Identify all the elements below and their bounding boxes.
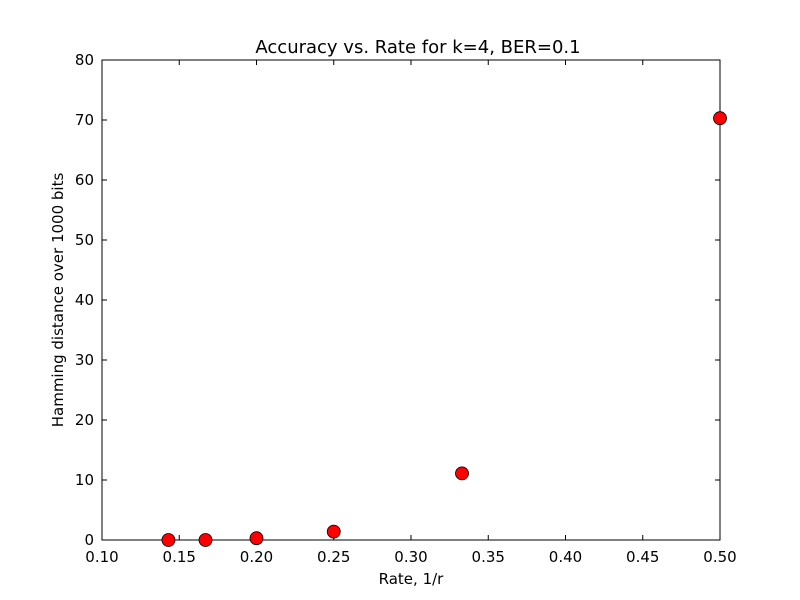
y-axis-label: Hamming distance over 1000 bits (49, 173, 67, 428)
x-tick-label: 0.30 (394, 548, 427, 566)
y-tick-label: 60 (75, 171, 94, 189)
plot-frame (101, 59, 721, 541)
x-tick-label: 0.40 (549, 548, 582, 566)
x-tick-label: 0.45 (626, 548, 659, 566)
x-tick-label: 0.10 (85, 548, 118, 566)
data-point (326, 524, 341, 539)
x-axis-label: Rate, 1/r (379, 570, 445, 588)
x-tick-label: 0.25 (317, 548, 350, 566)
y-tick-label: 80 (75, 51, 94, 69)
chart-title: Accuracy vs. Rate for k=4, BER=0.1 (255, 37, 580, 58)
points-layer (161, 111, 727, 547)
data-point (198, 533, 213, 547)
y-tick-label: 10 (75, 471, 94, 489)
y-tick-label: 30 (75, 351, 94, 369)
x-tick-label: 0.50 (703, 548, 736, 566)
data-point (249, 531, 264, 546)
y-tick-label: 50 (75, 231, 94, 249)
data-point (455, 466, 469, 481)
y-tick-label: 40 (75, 291, 94, 309)
x-tick-label: 0.15 (163, 548, 196, 566)
data-point (713, 111, 727, 126)
y-tick-label: 0 (84, 531, 94, 549)
x-tick-label: 0.20 (240, 548, 273, 566)
ticks-layer: 0.10 0.15 0.20 0.25 0.30 0.35 0.40 0.45 0.50 0 10 2… (75, 51, 737, 566)
x-tick-label: 0.35 (472, 548, 505, 566)
y-tick-label: 20 (75, 411, 94, 429)
y-tick-label: 70 (75, 111, 94, 129)
data-point (161, 533, 176, 547)
